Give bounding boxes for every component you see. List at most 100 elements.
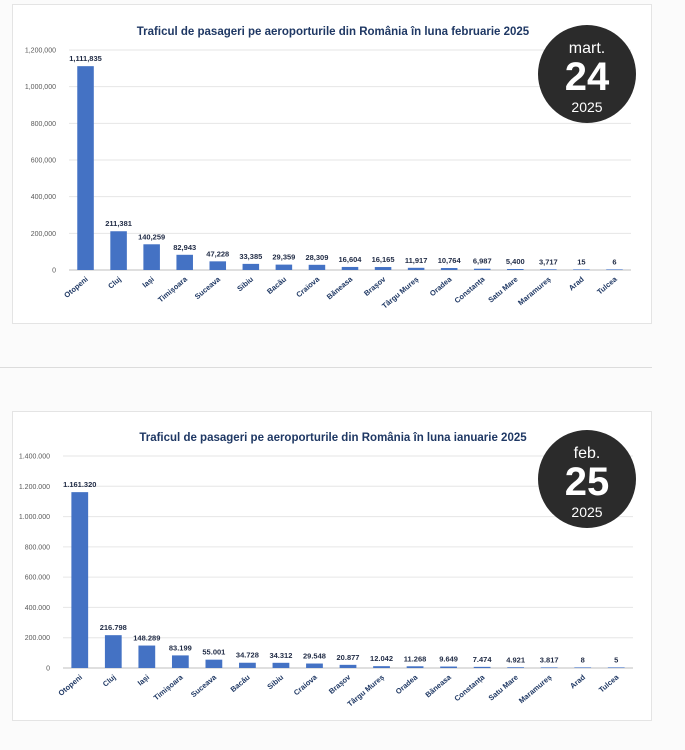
badge-day: 25 — [564, 460, 610, 504]
bar-2 — [110, 231, 127, 270]
data-label: 11.268 — [404, 654, 427, 663]
x-category-label: Bacău — [265, 274, 288, 296]
bar-8 — [306, 663, 323, 668]
data-label: 6,987 — [473, 257, 492, 266]
data-label: 34.728 — [236, 651, 259, 660]
y-tick-label: 600.000 — [25, 575, 50, 582]
bar-12 — [440, 666, 457, 668]
bar-5 — [205, 659, 223, 668]
x-category-label: Iași — [141, 275, 156, 290]
x-category-label: Sibiu — [235, 274, 255, 293]
x-category-label: Tulcea — [597, 672, 621, 694]
x-category-label: Oradea — [428, 274, 454, 298]
badge-year: 2025 — [571, 99, 603, 115]
bar-13 — [473, 268, 491, 270]
data-label: 216.798 — [100, 623, 127, 632]
x-category-label: Timișoara — [152, 672, 185, 702]
chart-title: Traficul de pasageri pe aeroporturile di… — [137, 26, 530, 38]
badge-day: 24 — [564, 55, 610, 99]
data-label: 9.649 — [439, 655, 458, 664]
data-label: 7.474 — [473, 655, 493, 664]
bar-14 — [507, 269, 524, 270]
bar-2 — [104, 635, 122, 668]
data-label: 83.199 — [169, 643, 192, 652]
x-category-label: Suceava — [189, 672, 219, 699]
bar-17 — [607, 667, 625, 668]
data-label: 55.001 — [202, 648, 225, 657]
data-label: 11,917 — [405, 256, 428, 265]
y-tick-label: 0 — [52, 268, 56, 275]
data-label: 34.312 — [269, 651, 292, 660]
x-category-label: Timișoara — [156, 274, 189, 304]
bar-3 — [143, 244, 160, 270]
bar-7 — [275, 264, 293, 270]
data-label: 47,228 — [206, 249, 229, 258]
y-tick-label: 1.400.000 — [19, 454, 50, 461]
x-category-label: Maramureș — [516, 275, 552, 308]
x-category-label: Oradea — [394, 672, 420, 696]
bar-10 — [373, 666, 390, 668]
bar-3 — [138, 645, 156, 668]
y-tick-label: 1.000.000 — [19, 514, 50, 521]
x-category-label: Bacău — [229, 672, 252, 694]
x-category-label: Târgu Mureș — [380, 275, 420, 311]
bar-5 — [209, 261, 227, 270]
x-category-label: Sibiu — [265, 672, 285, 691]
chart-title: Traficul de pasageri pe aeroporturile di… — [139, 432, 527, 444]
data-label: 4.921 — [506, 655, 525, 664]
bar-6 — [242, 263, 260, 270]
data-label: 16,604 — [339, 255, 363, 264]
bar-13 — [473, 666, 491, 668]
data-label: 3,717 — [539, 257, 558, 266]
y-tick-label: 1,000,000 — [25, 84, 56, 91]
x-category-label: Cluj — [101, 673, 118, 689]
bar-10 — [374, 267, 392, 270]
x-category-label: Băneasa — [423, 672, 453, 699]
chart-february: Traficul de pasageri pe aeroporturile di… — [25, 26, 631, 311]
bar-4 — [176, 254, 193, 270]
bar-6 — [239, 662, 256, 668]
x-category-label: Iași — [136, 673, 151, 688]
x-category-label: Craiova — [292, 672, 319, 697]
chart-card-january: Traficul de pasageri pe aeroporturile di… — [12, 411, 652, 721]
data-label: 20.877 — [337, 653, 360, 662]
x-category-label: Constanța — [453, 672, 488, 703]
bar-9 — [339, 664, 357, 668]
bar-16 — [573, 269, 590, 270]
bar-9 — [341, 266, 359, 270]
y-tick-label: 400,000 — [31, 194, 56, 201]
x-category-label: Băneasa — [325, 274, 355, 301]
data-label: 1,111,835 — [69, 54, 102, 63]
x-category-label: Brașov — [327, 672, 353, 696]
data-label: 3.817 — [540, 655, 559, 664]
x-category-label: Maramureș — [517, 673, 553, 706]
x-category-label: Craiova — [294, 274, 321, 299]
bar-11 — [407, 267, 425, 270]
x-category-label: Arad — [568, 672, 587, 690]
bar-11 — [406, 666, 424, 668]
data-label: 10,764 — [438, 256, 462, 265]
x-category-label: Arad — [567, 274, 586, 292]
data-label: 6 — [612, 257, 616, 266]
bar-14 — [507, 667, 525, 668]
data-label: 148.289 — [133, 634, 160, 643]
data-label: 211,381 — [105, 219, 132, 228]
badge-year: 2025 — [571, 504, 603, 520]
badge-month: mart. — [568, 40, 606, 57]
bar-8 — [308, 264, 326, 270]
x-category-label: Satu Mare — [487, 673, 520, 703]
data-label: 28,309 — [305, 253, 328, 262]
bar-4 — [171, 655, 189, 668]
y-tick-label: 800.000 — [25, 544, 50, 551]
x-category-label: Otopeni — [57, 673, 84, 698]
data-label: 1.161.320 — [63, 480, 96, 489]
x-category-label: Suceava — [193, 274, 223, 301]
date-badge-february-25: feb. 25 2025 — [538, 430, 636, 528]
data-label: 29.548 — [303, 652, 326, 661]
data-label: 33,385 — [239, 252, 262, 261]
data-label: 15 — [577, 257, 585, 266]
date-badge-march-24: mart. 24 2025 — [538, 25, 636, 123]
bar-15 — [540, 269, 557, 270]
bar-17 — [606, 269, 623, 270]
data-label: 140,259 — [138, 232, 165, 241]
